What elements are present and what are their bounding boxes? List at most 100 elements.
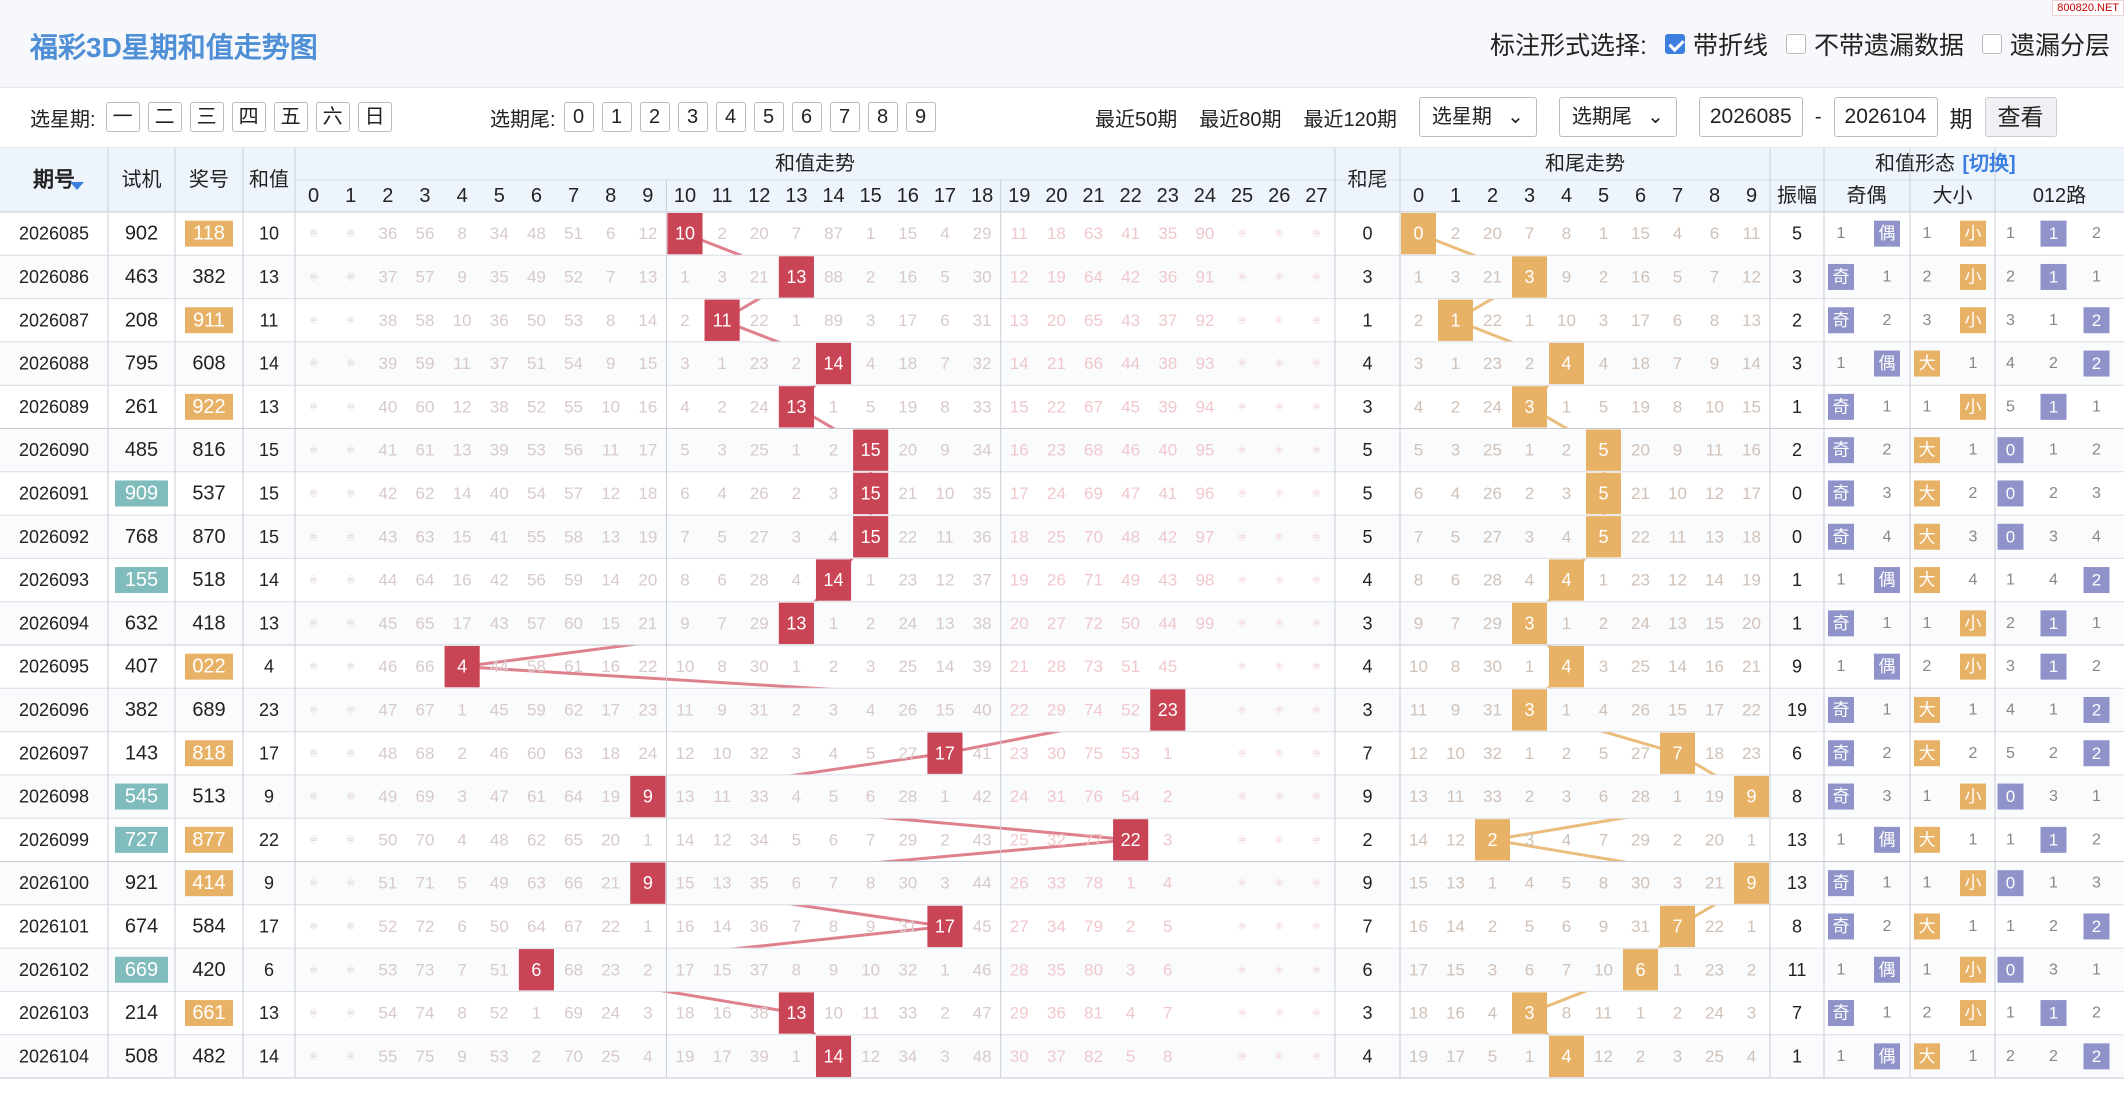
odd-even-omission: 2: [1883, 745, 1892, 762]
tail-button-3[interactable]: 3: [677, 102, 708, 132]
start-period-input[interactable]: 2026085: [1698, 97, 1803, 137]
sum-omission: 72: [416, 917, 435, 936]
sum-omission: 4: [1163, 874, 1172, 893]
tail-button-2[interactable]: 2: [639, 102, 670, 132]
sum-omission: 41: [378, 441, 397, 460]
omission-layer-label: 遗漏分层: [2009, 32, 2110, 60]
trial-cell: 508: [125, 1045, 158, 1067]
tail-omission: 14: [1705, 571, 1724, 590]
weekday-select[interactable]: 选星期 ⌄: [1418, 97, 1537, 137]
sum-omission: 51: [378, 874, 397, 893]
tail-button-5[interactable]: 5: [753, 102, 784, 132]
tail-omission: 2: [1673, 1004, 1682, 1023]
sum-omission: ㊥: [1238, 359, 1246, 368]
period-cell: 2026104: [19, 1046, 89, 1066]
polyline-checkbox[interactable]: 带折线: [1664, 26, 1768, 62]
sum-omission: 48: [527, 224, 546, 243]
route-omission: 2: [2049, 745, 2058, 762]
sum-omission: ㊥: [310, 965, 318, 974]
tail-hit-cell: [1549, 646, 1584, 688]
switch-link[interactable]: [切换]: [1962, 151, 2015, 175]
sum-omission: ㊥: [347, 489, 355, 498]
sum-hit-cell: [927, 732, 963, 774]
tail-button-1[interactable]: 1: [601, 102, 632, 132]
route-badge-text: 2: [2092, 571, 2101, 590]
recent-80-link[interactable]: 最近80期: [1199, 108, 1282, 131]
weekday-button-3[interactable]: 四: [231, 102, 266, 132]
tail-omission: 1: [1525, 441, 1534, 460]
tail-omission: 1: [1562, 397, 1571, 416]
omission-layer-checkbox[interactable]: 遗漏分层: [1981, 26, 2110, 62]
sum-col-header: 9: [642, 185, 653, 207]
tail-button-7[interactable]: 7: [829, 102, 860, 132]
sum-hit-value: 10: [675, 224, 695, 244]
query-button[interactable]: 查看: [1984, 97, 2057, 137]
weekday-button-4[interactable]: 五: [273, 102, 308, 132]
tail-select[interactable]: 选期尾 ⌄: [1558, 97, 1677, 137]
big-small-badge-text: 大: [1919, 527, 1936, 546]
tail-hit-cell: [1549, 559, 1584, 601]
route-badge-text: 1: [2049, 614, 2058, 633]
sum-omission: 1: [457, 700, 466, 719]
tail-omission: 8: [1673, 397, 1682, 416]
sum-omission: 7: [940, 354, 949, 373]
tail-hit-cell: [1512, 386, 1547, 428]
sum-omission: 24: [1010, 787, 1029, 806]
odd-even-badge: [1874, 956, 1900, 983]
trial-cell: 674: [125, 915, 158, 937]
route-badge: [2083, 740, 2110, 767]
sum-col-header: 15: [860, 185, 882, 207]
tail-button-9[interactable]: 9: [905, 102, 936, 132]
weekday-button-1[interactable]: 二: [147, 102, 182, 132]
sum-omission: 53: [490, 1047, 509, 1066]
route-omission: 3: [2006, 312, 2015, 329]
recent-120-link[interactable]: 最近120期: [1303, 108, 1397, 131]
sum-omission: 98: [1195, 571, 1214, 590]
tail-button-4[interactable]: 4: [715, 102, 746, 132]
winning-cell: 661: [192, 1002, 225, 1024]
route-badge-text: 1: [2049, 1004, 2058, 1023]
tail-omission: 25: [1483, 441, 1502, 460]
amplitude-cell: 1: [1792, 570, 1802, 590]
weekday-button-0[interactable]: 一: [105, 102, 140, 132]
recent-50-link[interactable]: 最近50期: [1095, 108, 1178, 131]
no-omission-checkbox[interactable]: 不带遗漏数据: [1785, 26, 1964, 62]
tail-omission: 1: [1525, 657, 1534, 676]
weekday-button-2[interactable]: 三: [189, 102, 224, 132]
sum-omission: 24: [601, 1004, 620, 1023]
period-cell: 2026102: [19, 960, 89, 980]
sum-omission: 15: [453, 527, 472, 546]
route-omission: 1: [2092, 398, 2101, 415]
sum-omission: 33: [973, 397, 992, 416]
period-unit: 期: [1949, 106, 1973, 132]
sum-omission: 26: [898, 700, 917, 719]
period-cell: 2026096: [19, 700, 89, 720]
sum-omission: 44: [378, 571, 397, 590]
sum-omission: 64: [1084, 267, 1103, 286]
winning-cell: 482: [192, 1045, 225, 1067]
route-omission: 2: [2049, 918, 2058, 935]
sum-col-header: 8: [605, 185, 616, 207]
sum-omission: 25: [1010, 830, 1029, 849]
trial-cell: 902: [125, 223, 158, 245]
big-small-badge: [1914, 696, 1940, 723]
end-period-input[interactable]: 2026104: [1833, 97, 1938, 137]
weekday-button-6[interactable]: 日: [357, 102, 392, 132]
sum-omission: 45: [973, 917, 992, 936]
tail-button-0[interactable]: 0: [563, 102, 594, 132]
sum-omission: 52: [564, 267, 583, 286]
weekday-button-5[interactable]: 六: [315, 102, 350, 132]
sum-omission: ㊥: [347, 402, 355, 411]
sum-omission: 18: [676, 1004, 695, 1023]
winning-highlight: [185, 653, 233, 680]
tail-button-8[interactable]: 8: [867, 102, 898, 132]
sum-omission: 1: [829, 614, 838, 633]
chevron-down-icon: ⌄: [1647, 106, 1664, 128]
period-cell: 2026094: [19, 613, 89, 633]
sum-omission: 73: [1084, 657, 1103, 676]
sum-omission: 40: [973, 700, 992, 719]
tail-button-6[interactable]: 6: [791, 102, 822, 132]
big-small-badge: [1914, 437, 1940, 464]
big-small-badge: [1914, 480, 1940, 507]
sum-omission: 74: [1084, 700, 1103, 719]
